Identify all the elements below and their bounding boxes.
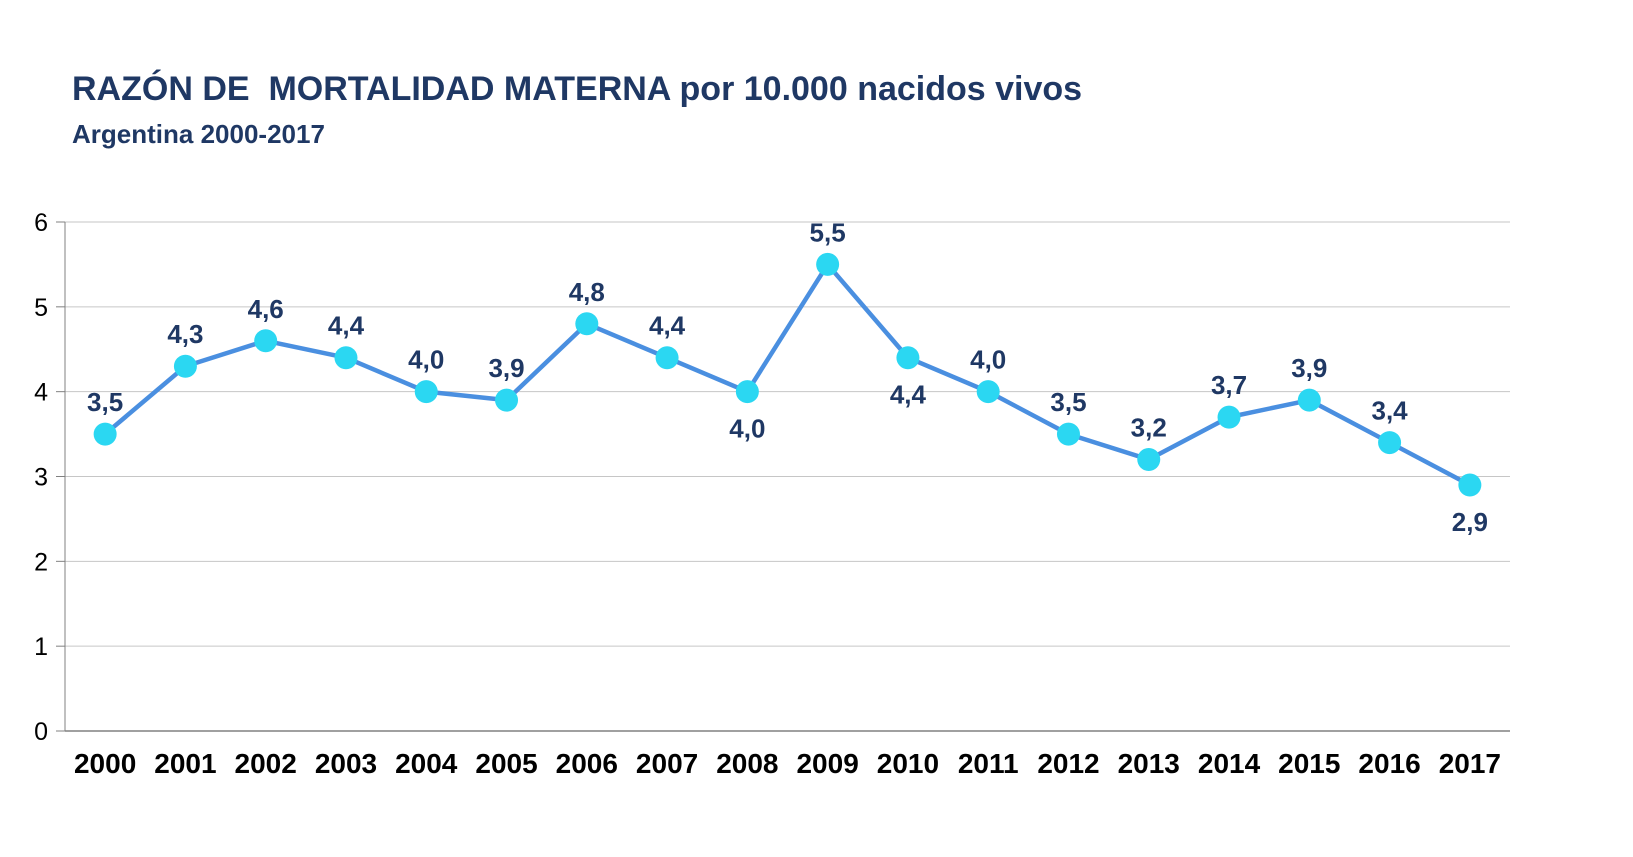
data-point-label: 4,0 bbox=[970, 345, 1006, 375]
x-axis-label: 2001 bbox=[154, 748, 216, 779]
data-point-label: 4,0 bbox=[729, 414, 765, 444]
x-axis-label: 2000 bbox=[74, 748, 136, 779]
x-axis-label: 2006 bbox=[556, 748, 618, 779]
data-point-marker bbox=[735, 380, 759, 404]
data-point-marker bbox=[1137, 448, 1161, 472]
y-axis-label: 3 bbox=[34, 464, 48, 492]
data-point-marker bbox=[414, 380, 438, 404]
x-axis-label: 2012 bbox=[1037, 748, 1099, 779]
data-point-marker bbox=[495, 388, 519, 412]
data-point-label: 3,4 bbox=[1372, 396, 1409, 426]
x-axis-label: 2014 bbox=[1198, 748, 1261, 779]
data-point-label: 5,5 bbox=[810, 217, 846, 247]
series-line bbox=[102, 262, 1473, 488]
data-point-marker bbox=[655, 346, 679, 370]
x-axis-label: 2005 bbox=[475, 748, 537, 779]
data-point-marker bbox=[976, 380, 1000, 404]
y-axis-label: 6 bbox=[34, 209, 48, 237]
data-point-label: 3,9 bbox=[488, 353, 524, 383]
data-point-marker bbox=[334, 346, 358, 370]
data-point-label: 3,5 bbox=[87, 387, 123, 417]
data-point-marker bbox=[1217, 405, 1241, 429]
x-axis-label: 2004 bbox=[395, 748, 458, 779]
data-point-marker bbox=[816, 252, 840, 276]
data-point-label: 4,6 bbox=[248, 294, 284, 324]
y-axis-label: 0 bbox=[34, 718, 48, 746]
x-axis-label: 2007 bbox=[636, 748, 698, 779]
x-axis-label: 2013 bbox=[1118, 748, 1180, 779]
data-point-marker bbox=[1378, 431, 1402, 455]
data-point-label: 3,5 bbox=[1050, 387, 1086, 417]
data-point-label: 3,7 bbox=[1211, 370, 1247, 400]
data-point-label: 3,9 bbox=[1291, 353, 1327, 383]
data-point-label: 4,8 bbox=[569, 277, 605, 307]
data-point-marker bbox=[173, 354, 197, 378]
x-axis-label: 2011 bbox=[958, 748, 1019, 779]
data-point-marker bbox=[1056, 422, 1080, 446]
data-point-marker bbox=[254, 329, 278, 353]
chart-title: RAZÓN DE MORTALIDAD MATERNA por 10.000 n… bbox=[72, 70, 1083, 108]
data-point-marker bbox=[93, 422, 117, 446]
y-axis-label: 1 bbox=[34, 633, 48, 661]
y-axis-label: 5 bbox=[34, 294, 48, 322]
y-axis-label: 4 bbox=[34, 379, 48, 407]
data-point-label: 3,2 bbox=[1131, 413, 1167, 443]
data-point-marker bbox=[896, 346, 920, 370]
data-point-label: 4,4 bbox=[328, 311, 365, 341]
data-point-label: 4,4 bbox=[890, 380, 927, 410]
data-point-marker bbox=[1297, 388, 1321, 412]
data-point-label: 4,4 bbox=[649, 311, 686, 341]
chart-subtitle: Argentina 2000-2017 bbox=[72, 119, 325, 149]
x-axis-label: 2016 bbox=[1358, 748, 1420, 779]
x-axis-label: 2008 bbox=[716, 748, 778, 779]
x-axis-label: 2009 bbox=[796, 748, 858, 779]
x-axis-label: 2010 bbox=[877, 748, 939, 779]
data-point-label: 4,3 bbox=[167, 319, 203, 349]
data-point-label: 2,9 bbox=[1452, 507, 1488, 537]
x-axis-label: 2015 bbox=[1278, 748, 1340, 779]
x-axis-label: 2017 bbox=[1439, 748, 1501, 779]
data-point-marker bbox=[575, 312, 599, 336]
y-axis-label: 2 bbox=[34, 548, 48, 576]
data-point-marker bbox=[1458, 473, 1482, 497]
data-point-label: 4,0 bbox=[408, 345, 444, 375]
x-axis-label: 2003 bbox=[315, 748, 377, 779]
x-axis-label: 2002 bbox=[235, 748, 297, 779]
